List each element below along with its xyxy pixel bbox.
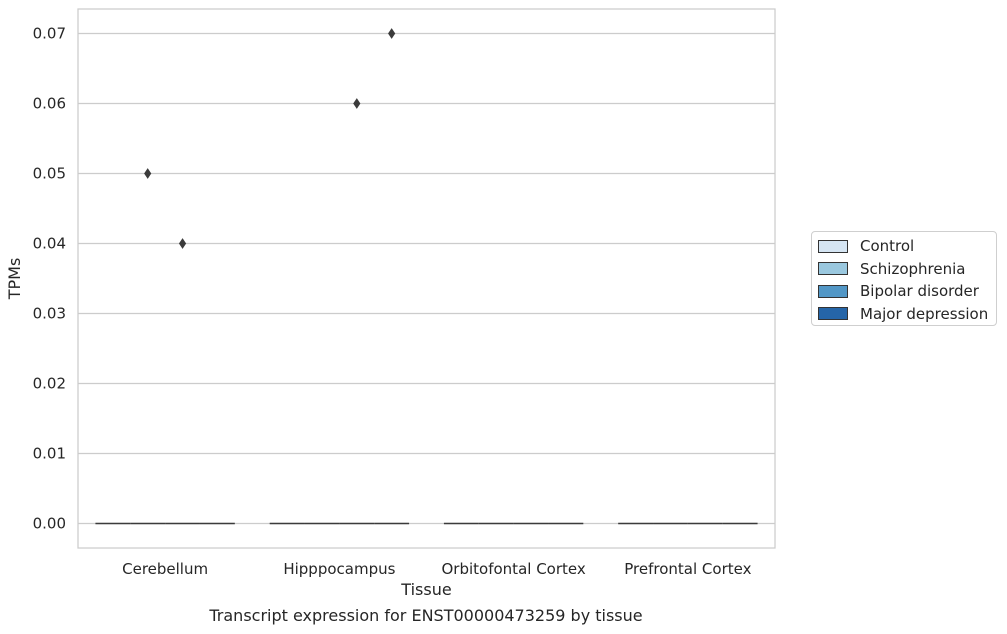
legend-item: Control xyxy=(818,235,914,257)
x-tick-label: Hipppocampus xyxy=(283,560,395,578)
gridlines xyxy=(78,32,775,525)
outlier-points xyxy=(144,28,396,249)
legend-swatch xyxy=(818,239,848,253)
legend-swatch xyxy=(818,284,848,298)
outlier-point xyxy=(353,98,361,109)
outlier-point xyxy=(144,168,152,179)
x-tick-label: Cerebellum xyxy=(122,560,208,578)
plot-frame xyxy=(77,8,776,549)
outlier-point xyxy=(388,28,396,39)
x-tick-label: Prefrontal Cortex xyxy=(624,560,751,578)
y-tick-label: 0.01 xyxy=(33,445,66,463)
y-tick-label: 0.00 xyxy=(33,515,66,533)
outlier-point xyxy=(178,238,187,249)
y-axis-label: TPMs xyxy=(5,258,24,301)
legend-label: Schizophrenia xyxy=(860,259,966,278)
chart-caption: Transcript expression for ENST0000047325… xyxy=(209,606,643,625)
legend-label: Bipolar disorder xyxy=(860,282,979,300)
legend-label: Major depression xyxy=(860,304,989,323)
y-tick-label: 0.02 xyxy=(33,375,66,393)
y-tick-label: 0.06 xyxy=(33,95,66,113)
legend-item: Major depression xyxy=(818,303,988,325)
y-tick-label: 0.05 xyxy=(33,165,66,183)
legend-item: Schizophrenia xyxy=(818,258,965,280)
x-tick-label: Orbitofontal Cortex xyxy=(442,560,586,578)
legend-label: Control xyxy=(860,237,915,255)
y-tick-label: 0.07 xyxy=(33,25,66,43)
y-tick-label: 0.04 xyxy=(33,235,66,253)
y-axis-ticks: 0.00 0.01 0.02 0.03 0.04 0.05 0.06 0.07 xyxy=(33,25,66,533)
legend: Control Schizophrenia Bipolar disorder Majo… xyxy=(811,231,997,326)
x-axis-ticks: Cerebellum Hipppocampus Orbitofontal Corte… xyxy=(122,560,751,578)
x-axis-label: Tissue xyxy=(400,580,451,599)
legend-swatch xyxy=(818,262,848,275)
y-tick-label: 0.03 xyxy=(33,305,66,323)
legend-swatch xyxy=(818,307,848,320)
legend-item: Bipolar disorder xyxy=(818,280,979,302)
